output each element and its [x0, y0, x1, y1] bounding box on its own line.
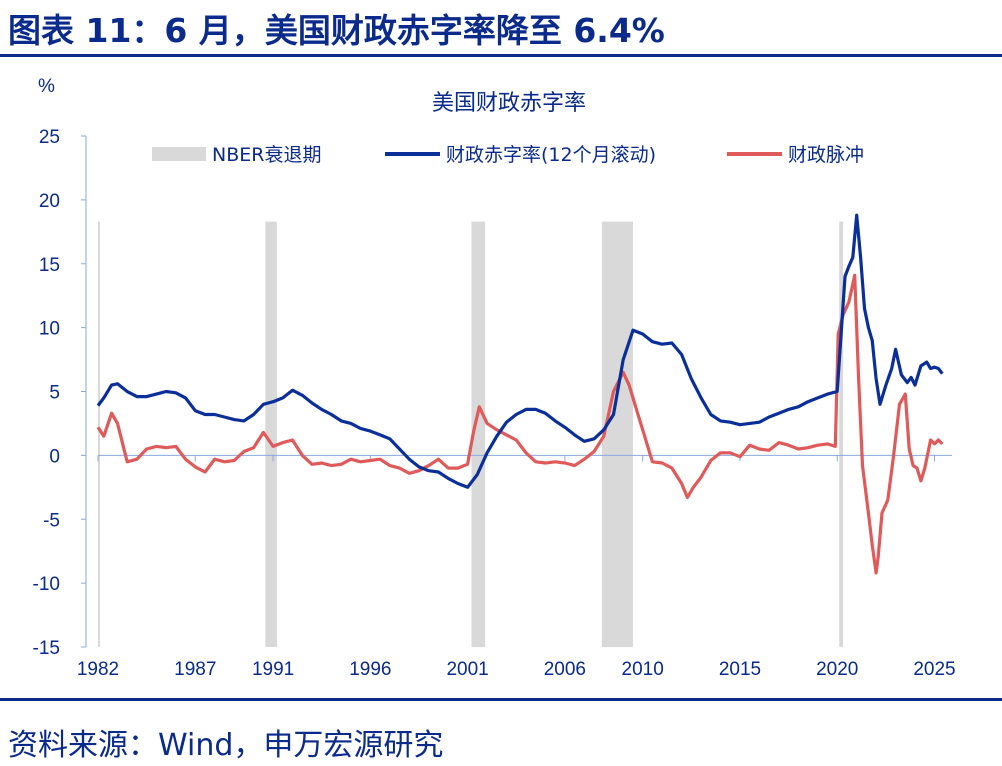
recession-band-5: [839, 221, 844, 647]
recession-band-3: [471, 221, 486, 647]
x-tick-label: 2006: [544, 659, 586, 680]
x-tick-label: 2001: [446, 659, 488, 680]
deficit-ratio-line: [96, 213, 944, 489]
x-tick-label: 1987: [174, 659, 216, 680]
legend: NBER衰退期 财政赤字率(12个月滚动) 财政脉冲: [152, 144, 864, 166]
y-tick-label: 5: [49, 383, 60, 404]
y-axis-ticks: 25 20 15 10 5 0 -5 -10 -15: [33, 127, 86, 659]
series-lines: [96, 213, 944, 575]
fiscal-impulse-line: [96, 273, 944, 575]
figure-title: 图表 11：6 月，美国财政赤字率降至 6.4%: [8, 11, 665, 50]
legend-recession-swatch: [152, 147, 206, 161]
recession-band-1: [98, 221, 100, 647]
x-tick-label: 2020: [816, 659, 858, 680]
x-tick-label: 2015: [719, 659, 761, 680]
x-tick-label: 2010: [622, 659, 664, 680]
y-axis-label: %: [38, 76, 55, 97]
legend-impulse-label: 财政脉冲: [788, 144, 864, 166]
recession-bands: [98, 221, 844, 647]
y-tick-label: 0: [49, 446, 60, 467]
y-tick-label: -5: [43, 510, 60, 531]
legend-recession-label: NBER衰退期: [212, 144, 321, 166]
recession-band-2: [265, 221, 277, 647]
x-tick-label: 2025: [913, 659, 955, 680]
x-axis-ticks: 1982 1987 1991 1996 2001 2006 2010 2015 2020 2025: [77, 455, 956, 680]
recession-band-4: [601, 221, 633, 647]
x-tick-label: 1996: [349, 659, 391, 680]
source-note: 资料来源：Wind，申万宏源研究: [8, 728, 444, 763]
y-tick-label: 15: [39, 255, 60, 276]
footer-rule: [0, 698, 1002, 701]
x-tick-label: 1982: [77, 659, 119, 680]
y-tick-label: -10: [33, 574, 60, 595]
y-tick-label: 20: [39, 191, 60, 212]
y-tick-label: -15: [33, 638, 60, 659]
chart-title: 美国财政赤字率: [432, 91, 586, 116]
legend-deficit-label: 财政赤字率(12个月滚动): [446, 144, 656, 166]
x-tick-label: 1991: [252, 659, 294, 680]
header-rule: [0, 54, 1002, 57]
chart: % 美国财政赤字率 NBER衰退期 财政赤字率(12个月滚动) 财政脉冲 252…: [33, 76, 956, 680]
y-tick-label: 25: [39, 127, 60, 148]
y-tick-label: 10: [39, 319, 60, 340]
